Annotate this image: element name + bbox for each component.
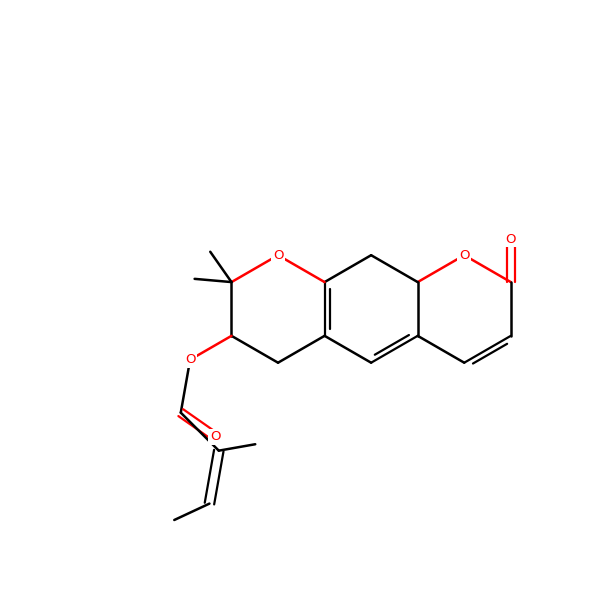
Text: O: O	[185, 353, 196, 366]
Text: O: O	[210, 430, 220, 443]
Text: O: O	[506, 233, 516, 245]
Text: O: O	[459, 249, 469, 262]
Text: O: O	[273, 249, 283, 262]
